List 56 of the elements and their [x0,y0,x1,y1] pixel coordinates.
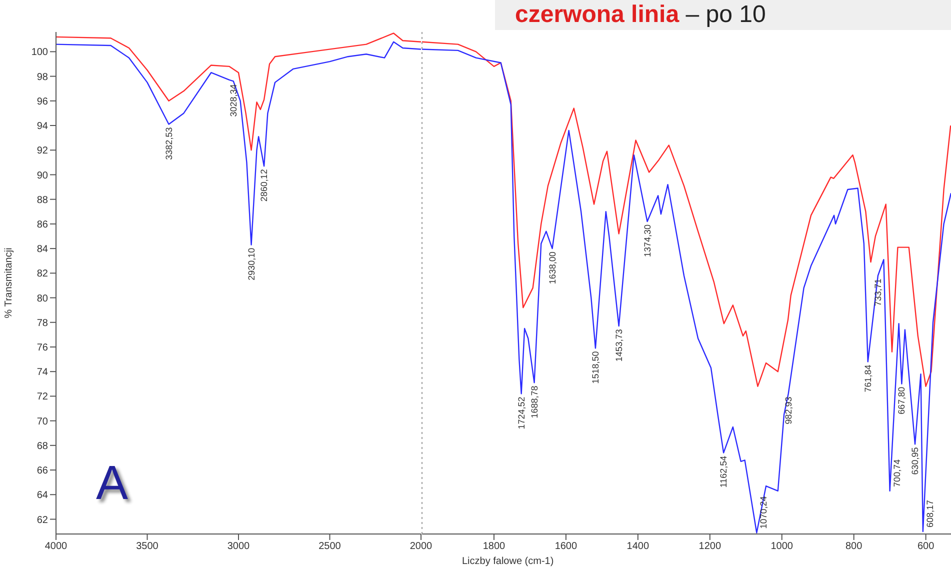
y-tick-label: 86 [36,219,48,230]
y-tick-label: 76 [36,342,48,354]
y-tick-label: 94 [36,121,48,132]
x-axis-title: Liczby falowe (cm-1) [462,556,554,567]
y-tick-label: 90 [36,170,48,182]
y-tick-label: 98 [36,72,48,83]
annotation: 2930,10 [246,248,256,280]
x-tick-label: 1400 [626,541,650,552]
y-tick-label: 70 [36,416,48,428]
y-tick-label: 64 [36,490,48,502]
x-tick-label: 3000 [227,541,250,552]
x-tick-label: 2500 [318,541,342,552]
x-tick-label: 1800 [482,541,506,552]
y-axis-title: % Transmitancji [4,248,15,318]
annotation: 2860,12 [259,169,270,202]
x-tick-label: 600 [917,541,935,552]
annotation: 700,74 [892,459,902,487]
annotation: 1453,73 [614,329,624,362]
annotation: 1724,52 [516,396,526,430]
annotation: 1374,30 [642,224,652,258]
x-tick-label: 800 [845,541,863,552]
annotation: 3028,34 [228,84,238,117]
annotation: A [96,456,128,511]
x-tick-label: 1600 [554,541,578,552]
y-tick-label: 68 [36,440,48,452]
x-tick-label: 3500 [136,541,159,552]
y-tick-label: 66 [36,466,48,477]
annotation: 3382,53 [164,127,174,160]
y-tick-label: 74 [36,367,48,378]
annotation: 733,71 [872,278,883,306]
annotation: 982,93 [783,396,794,424]
y-tick-label: 92 [36,146,48,157]
annotation: 667,80 [896,386,907,414]
y-tick-label: 82 [36,268,48,280]
y-tick-label: 96 [36,96,48,108]
annotation: 1688,78 [529,386,540,418]
x-tick-label: 2000 [410,541,433,552]
annotation: 630,95 [910,447,920,475]
y-tick-label: 80 [36,293,48,304]
x-tick-label: 4000 [44,541,68,552]
annotation: 1638,00 [547,252,558,284]
annotation: 608,17 [924,500,935,528]
y-tick-label: 72 [36,392,48,403]
y-tick-label: 78 [36,318,48,329]
text: czerwona linia [515,1,680,28]
annotation: 1070,24 [758,496,769,529]
y-tick-label: 100 [31,47,48,58]
x-tick-label: 1200 [698,541,722,552]
y-tick-label: 84 [36,244,48,256]
y-tick-label: 88 [36,194,48,206]
annotation: 1518,50 [590,351,600,384]
y-tick-label: 62 [36,514,48,526]
x-tick-label: 1000 [770,541,794,552]
annotation: 1162,54 [718,456,729,488]
annotation: 761,84 [862,364,873,392]
text: – po 10 [686,1,766,28]
